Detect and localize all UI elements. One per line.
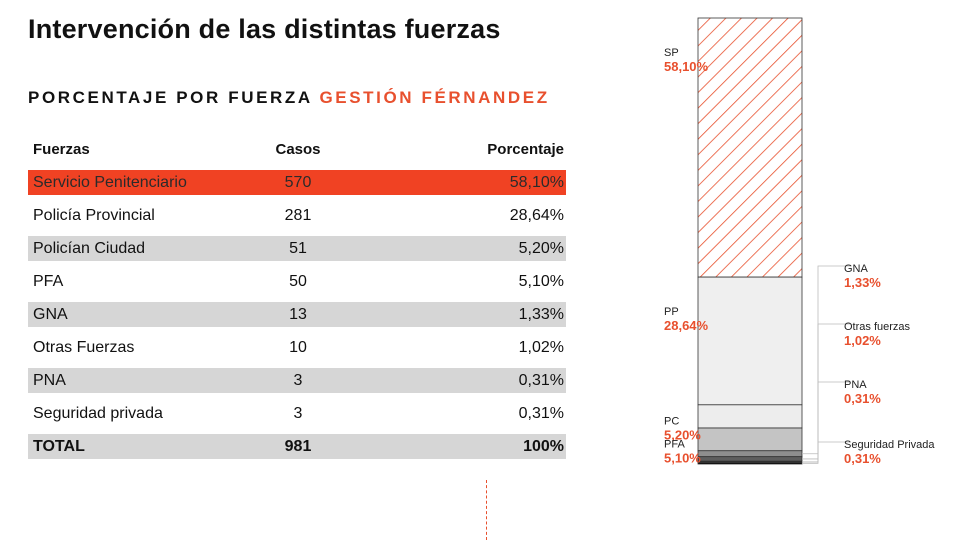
row-porcentaje: 5,10% [518, 273, 564, 290]
row-porcentaje: 58,10% [509, 174, 564, 191]
bar-segment-0 [697, 17, 803, 278]
bar-segment-1 [697, 276, 803, 406]
table-row: Seguridad privada 3 0,31% [28, 401, 566, 426]
segment-name-4: GNA [844, 263, 869, 275]
row-fuerza: Servicio Penitenciario [33, 174, 187, 191]
header-porcentaje: Porcentaje [487, 141, 564, 158]
bar-segment-5 [697, 456, 803, 462]
header-fuerzas: Fuerzas [33, 141, 90, 158]
bar-segment-7 [697, 462, 803, 465]
row-porcentaje: 1,02% [518, 339, 564, 356]
segment-name-0: SP [664, 47, 679, 59]
table-row: GNA 13 1,33% [28, 302, 566, 327]
row-casos: 13 [289, 306, 307, 323]
page-title: Intervención de las distintas fuerzas [28, 14, 501, 44]
leader-line-5 [802, 323, 850, 460]
leader-line-6 [802, 381, 850, 463]
leader-line-4 [802, 265, 850, 455]
total-porcentaje: 100% [523, 438, 564, 455]
total-casos: 981 [284, 438, 312, 455]
header-casos: Casos [275, 141, 321, 158]
row-casos: 570 [284, 174, 312, 191]
row-casos: 51 [289, 240, 307, 257]
segment-value-5: 1,02% [844, 333, 881, 348]
row-fuerza: GNA [33, 306, 68, 323]
row-casos: 10 [289, 339, 307, 356]
row-casos: 3 [293, 372, 303, 389]
row-fuerza: PFA [33, 273, 64, 290]
segment-name-2: PC [664, 415, 679, 427]
leader-line-7 [802, 441, 850, 464]
table-row: Policían Ciudad 51 5,20% [28, 236, 566, 261]
data-table: Fuerzas Casos Porcentaje Servicio Penite… [28, 137, 566, 467]
segment-name-3: PFA [664, 438, 685, 450]
row-casos: 281 [284, 207, 312, 224]
row-casos: 50 [289, 273, 307, 290]
segment-name-7: Seguridad Privada [844, 439, 935, 451]
table-row: Otras Fuerzas 10 1,02% [28, 335, 566, 360]
segment-value-2: 5,20% [664, 427, 701, 442]
table-header: Fuerzas Casos Porcentaje [28, 137, 566, 162]
row-fuerza: Policía Provincial [33, 207, 155, 224]
segment-value-1: 28,64% [664, 318, 709, 333]
row-fuerza: PNA [33, 372, 66, 389]
row-porcentaje: 0,31% [518, 372, 564, 389]
table-total-row: TOTAL 981 100% [28, 434, 566, 459]
segment-value-4: 1,33% [844, 275, 881, 290]
segment-name-1: PP [664, 306, 679, 318]
row-porcentaje: 28,64% [509, 207, 564, 224]
bar-segment-4 [697, 450, 803, 458]
bar-segment-3 [697, 427, 803, 452]
row-fuerza: Policían Ciudad [33, 240, 146, 257]
table-row: PFA 50 5,10% [28, 269, 566, 294]
row-fuerza: Otras Fuerzas [33, 339, 135, 356]
table-row: Servicio Penitenciario 570 58,10% [28, 170, 566, 195]
subtitle-accent: GESTIÓN FÉRNANDEZ [319, 88, 550, 107]
segment-value-7: 0,31% [844, 451, 881, 466]
segment-name-6: PNA [844, 379, 867, 391]
chart-subtitle: PORCENTAJE POR FUERZA GESTIÓN FÉRNANDEZ [28, 88, 550, 108]
row-porcentaje: 1,33% [518, 306, 564, 323]
segment-value-0: 58,10% [664, 59, 709, 74]
decorative-divider [486, 480, 487, 540]
leader-lines [802, 265, 850, 464]
table-row: PNA 3 0,31% [28, 368, 566, 393]
total-label: TOTAL [33, 438, 85, 455]
row-casos: 3 [293, 405, 303, 422]
bar-segment-2 [697, 404, 803, 429]
subtitle-main: PORCENTAJE POR FUERZA [28, 88, 313, 107]
segment-name-5: Otras fuerzas [844, 321, 911, 333]
segment-value-3: 5,10% [664, 450, 701, 465]
segment-value-6: 0,31% [844, 391, 881, 406]
row-porcentaje: 5,20% [518, 240, 564, 257]
table-row: Policía Provincial 281 28,64% [28, 203, 566, 228]
bar-segments [697, 17, 803, 465]
row-fuerza: Seguridad privada [33, 405, 163, 422]
row-porcentaje: 0,31% [518, 405, 564, 422]
